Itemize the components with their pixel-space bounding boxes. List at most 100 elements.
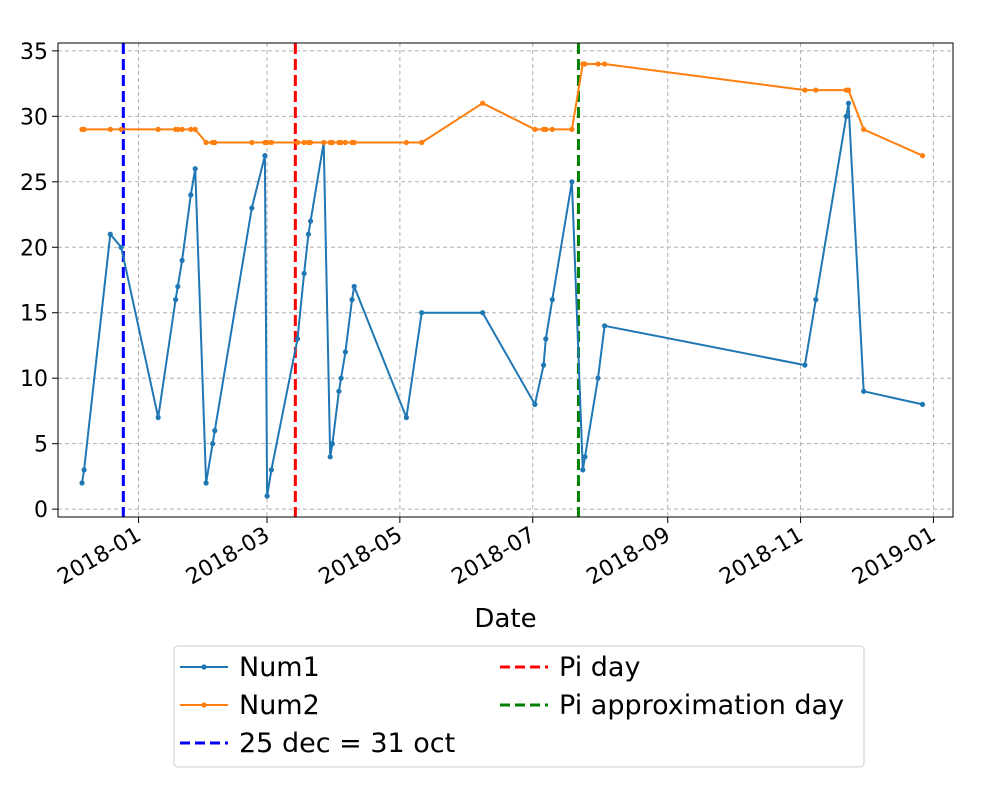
series-num1	[79, 100, 926, 499]
data-point-num1	[79, 480, 85, 486]
data-point-num2	[595, 61, 601, 67]
data-point-num2	[188, 126, 194, 132]
data-point-num2	[107, 126, 113, 132]
y-tick-label: 20	[20, 236, 48, 261]
data-point-num2	[480, 100, 486, 106]
data-point-num2	[249, 139, 255, 146]
legend-marker	[201, 702, 207, 708]
data-point-num2	[268, 139, 274, 146]
data-point-num1	[327, 454, 333, 460]
y-axis: 0 5 10 15 20 25 30 35	[20, 40, 58, 523]
data-point-num1	[336, 388, 342, 394]
y-tick-label: 25	[20, 171, 48, 196]
data-point-num1	[569, 179, 575, 185]
x-axis: 2018-01 2018-03 2018-05 2018-07 2018-09 2018-…	[53, 517, 940, 590]
data-point-num1	[175, 283, 181, 290]
x-tick-label: 2018-09	[583, 523, 675, 591]
data-point-num1	[155, 414, 161, 421]
grid	[58, 43, 953, 517]
data-point-num1	[802, 362, 808, 368]
data-point-num2	[81, 126, 87, 132]
x-tick-label: 2019-01	[848, 523, 940, 591]
data-point-num2	[329, 139, 335, 146]
data-point-num2	[403, 139, 409, 146]
legend-item: Pi approximation day	[500, 690, 844, 721]
data-point-num1	[549, 297, 555, 303]
data-point-num1	[118, 244, 124, 250]
data-point-num2	[192, 126, 198, 132]
y-tick-label: 0	[34, 498, 48, 523]
legend-item: 25 dec = 31 oct	[180, 728, 455, 759]
data-point-num2	[549, 126, 555, 132]
x-axis-title: Date	[474, 604, 536, 634]
data-point-num1	[179, 257, 185, 263]
data-point-num2	[919, 153, 926, 159]
x-tick-label: 2018-07	[448, 523, 540, 591]
series-line-num1	[81, 102, 923, 497]
data-point-num2	[338, 139, 344, 146]
data-point-num1	[188, 192, 194, 198]
data-point-num1	[861, 388, 867, 394]
data-point-num2	[845, 87, 852, 93]
data-point-num1	[268, 467, 274, 473]
data-point-num1	[403, 414, 409, 421]
data-point-num1	[919, 401, 926, 407]
data-point-num2	[264, 139, 270, 146]
data-point-num2	[813, 87, 819, 93]
data-point-num1	[262, 153, 268, 159]
legend-item: Num2	[180, 690, 320, 721]
data-point-num1	[210, 441, 216, 447]
data-point-num2	[802, 87, 808, 93]
data-point-num2	[155, 126, 161, 132]
data-point-num1	[308, 218, 314, 224]
legend-item: Pi day	[500, 652, 640, 683]
data-point-num2	[212, 139, 218, 146]
legend-item: Num1	[180, 652, 320, 683]
legend-label: 25 dec = 31 oct	[239, 728, 455, 759]
legend-label: Pi day	[559, 652, 640, 683]
data-point-num1	[532, 401, 538, 407]
series-num2	[79, 61, 926, 159]
y-tick-label: 30	[20, 105, 48, 130]
data-point-num2	[569, 126, 575, 132]
legend-marker	[201, 664, 207, 670]
data-point-num1	[582, 454, 588, 460]
data-point-num2	[582, 61, 588, 67]
data-point-num2	[532, 126, 538, 132]
data-point-num1	[342, 349, 348, 355]
data-point-num1	[264, 493, 270, 499]
data-point-num1	[419, 310, 425, 316]
y-tick-label: 10	[20, 367, 48, 392]
data-point-num1	[351, 283, 357, 290]
data-point-num1	[580, 467, 586, 473]
plot-frame	[57, 42, 954, 518]
data-point-num2	[419, 139, 425, 146]
x-tick-label: 2018-11	[715, 523, 807, 591]
data-point-num1	[203, 480, 209, 486]
data-point-num1	[595, 375, 601, 381]
data-point-num1	[602, 323, 608, 329]
legend-label: Num2	[239, 690, 320, 721]
data-point-num1	[212, 428, 218, 434]
data-point-num2	[308, 139, 314, 146]
y-tick-label: 5	[34, 433, 48, 458]
data-point-num1	[543, 336, 549, 342]
legend-label: Pi approximation day	[559, 690, 844, 721]
data-point-num1	[81, 467, 87, 473]
data-point-num1	[338, 375, 344, 381]
data-point-num1	[294, 336, 301, 342]
data-point-num1	[480, 310, 486, 316]
data-point-num2	[342, 139, 348, 146]
data-point-num2	[351, 139, 357, 146]
y-tick-label: 35	[20, 40, 48, 65]
data-point-num2	[175, 126, 181, 132]
legend-label: Num1	[239, 652, 320, 683]
data-point-num2	[321, 139, 327, 146]
x-tick-label: 2018-05	[315, 523, 407, 591]
data-point-num1	[301, 270, 307, 277]
x-tick-label: 2018-03	[182, 523, 274, 591]
series-group	[79, 61, 926, 499]
y-tick-label: 15	[20, 302, 48, 327]
data-point-num1	[843, 113, 849, 119]
